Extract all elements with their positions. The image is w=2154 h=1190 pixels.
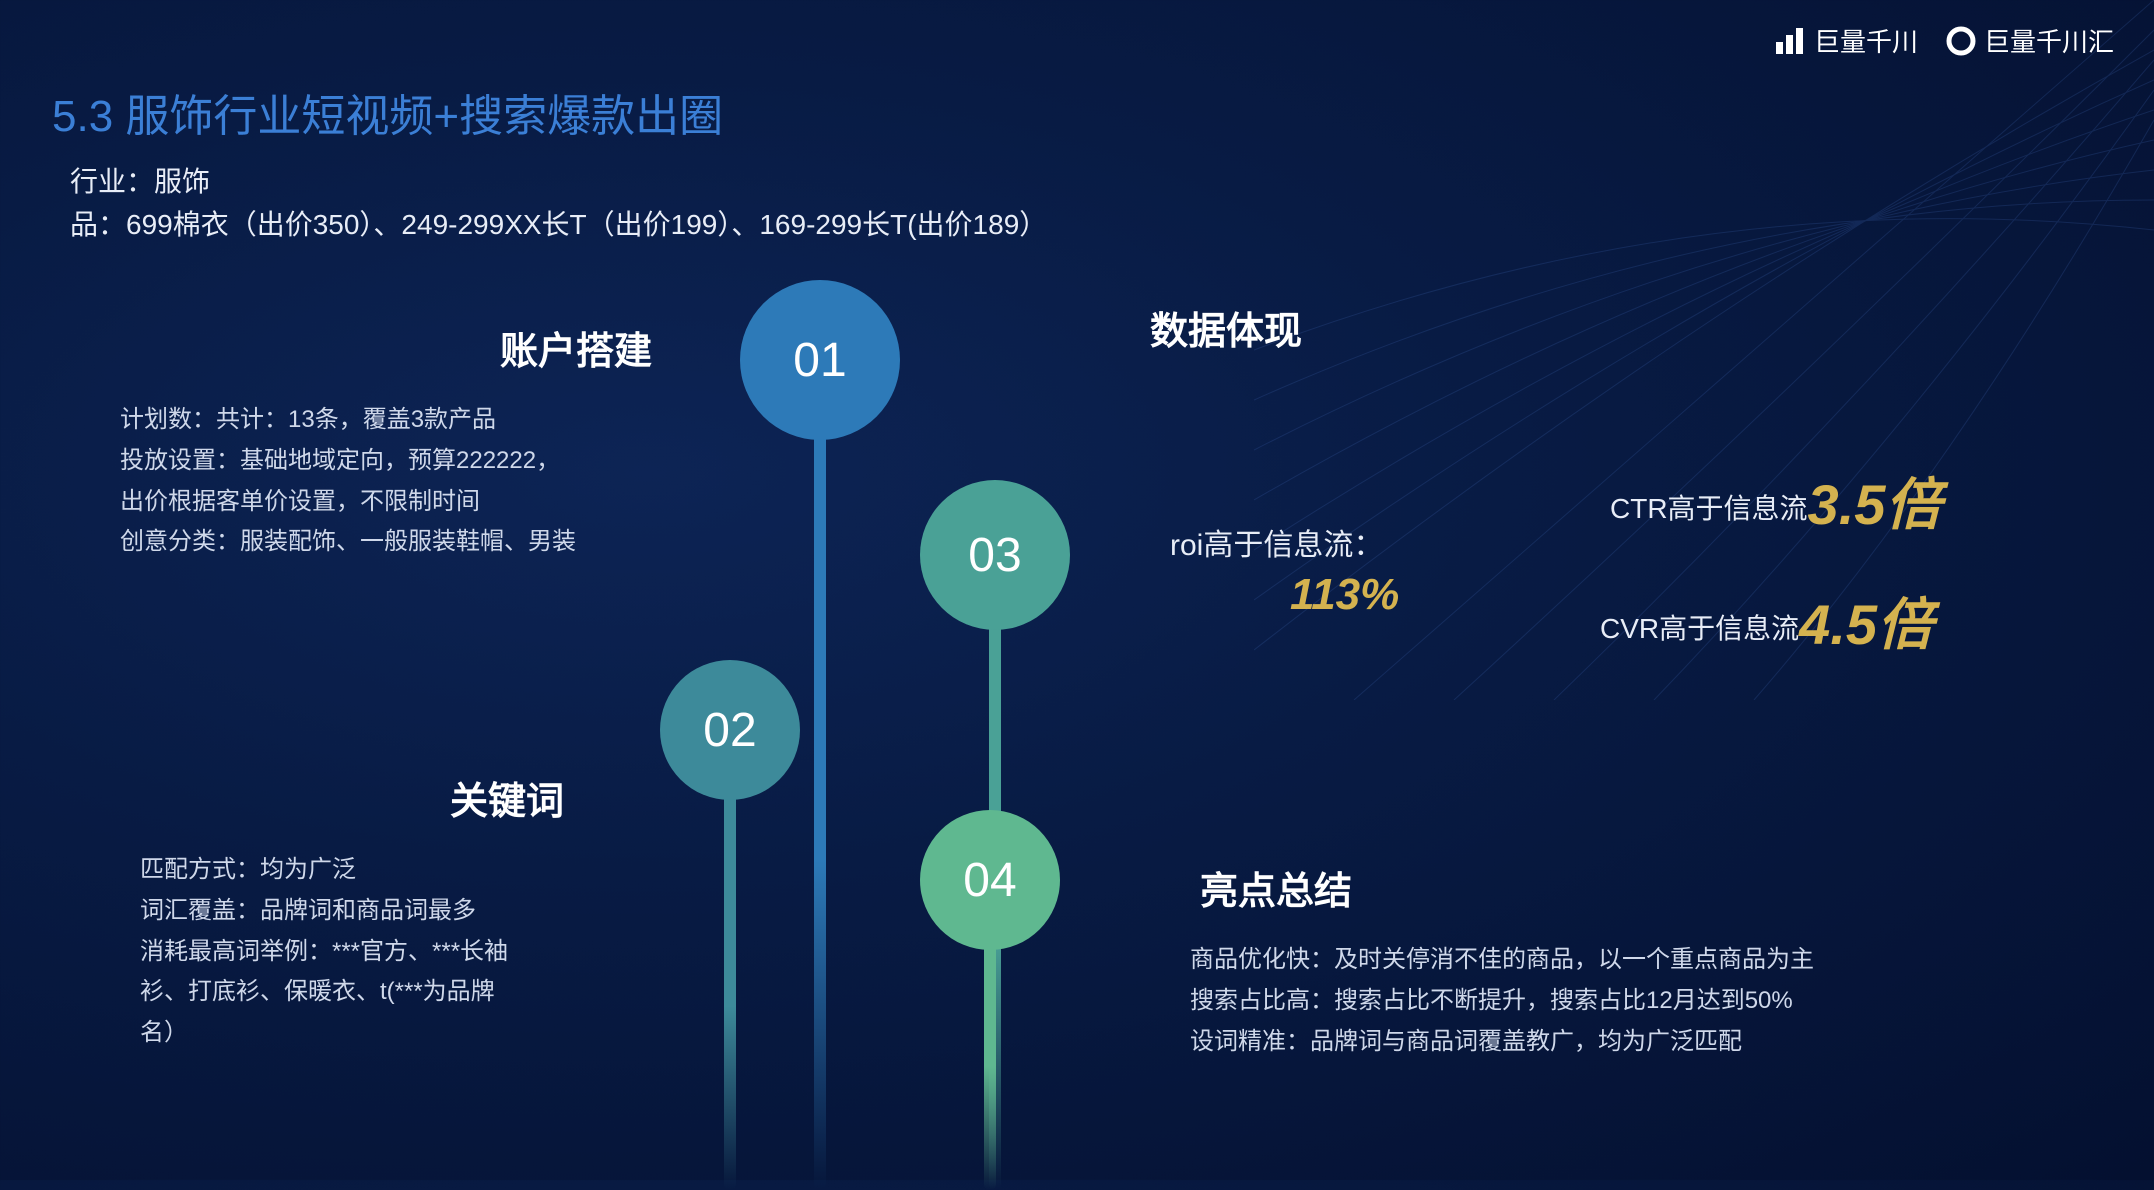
circle-number: 04 <box>963 853 1016 908</box>
cvr-line: CVR高于信息流4.5倍 <box>1600 580 1933 661</box>
body-line: 词汇覆盖：品牌词和商品词最多 <box>140 891 680 932</box>
circle-number: 01 <box>793 333 846 388</box>
circle-03: 03 <box>920 480 1070 630</box>
body-line: 创意分类：服装配饰、一般服装鞋帽、男装 <box>120 522 720 563</box>
cvr-prefix: CVR高于信息流 <box>1600 613 1799 644</box>
circle-number: 02 <box>703 703 756 758</box>
bars-icon <box>1776 28 1806 54</box>
body-02: 匹配方式：均为广泛 词汇覆盖：品牌词和商品词最多 消耗最高词举例：***官方、*… <box>140 850 680 1054</box>
circle-04: 04 <box>920 810 1060 950</box>
circle-number: 03 <box>968 528 1021 583</box>
body-line: 设词精准：品牌词与商品词覆盖教广，均为广泛匹配 <box>1190 1022 2090 1063</box>
roi-label: roi高于信息流： <box>1170 520 1383 564</box>
heading-02: 关键词 <box>450 770 564 825</box>
body-line: 衫、打底衫、保暖衣、t(***为品牌 <box>140 972 680 1013</box>
body-line: 匹配方式：均为广泛 <box>140 850 680 891</box>
ctr-line: CTR高于信息流3.5倍 <box>1610 460 1941 541</box>
circle-02: 02 <box>660 660 800 800</box>
heading-03: 数据体现 <box>1150 300 1302 355</box>
body-line: 出价根据客单价设置，不限制时间 <box>120 482 720 523</box>
logo-text: 巨量千川 <box>1814 22 1918 59</box>
body-line: 消耗最高词举例：***官方、***长袖 <box>140 932 680 973</box>
body-01: 计划数：共计：13条，覆盖3款产品 投放设置：基础地域定向，预算222222， … <box>120 400 720 563</box>
body-line: 名） <box>140 1013 680 1054</box>
subtitle-line: 品：699棉衣（出价350）、249-299XX长T（出价199）、169-29… <box>70 203 1047 246</box>
body-04: 商品优化快：及时关停消不佳的商品，以一个重点商品为主 搜索占比高：搜索占比不断提… <box>1190 940 2090 1062</box>
body-line: 投放设置：基础地域定向，预算222222， <box>120 441 720 482</box>
circle-01: 01 <box>740 280 900 440</box>
logo-text: 巨量千川汇 <box>1984 22 2114 59</box>
ctr-prefix: CTR高于信息流 <box>1610 493 1808 524</box>
stem-01 <box>814 360 826 1190</box>
heading-04: 亮点总结 <box>1200 860 1352 915</box>
body-line: 计划数：共计：13条，覆盖3款产品 <box>120 400 720 441</box>
ctr-value: 3.5倍 <box>1808 473 1942 536</box>
heading-01: 账户搭建 <box>500 320 652 375</box>
page-title: 5.3 服饰行业短视频+搜索爆款出圈 <box>52 80 723 144</box>
subtitle-line: 行业：服饰 <box>70 160 1047 203</box>
body-line: 商品优化快：及时关停消不佳的商品，以一个重点商品为主 <box>1190 940 2090 981</box>
logo-qianchuanhui: 巨量千川汇 <box>1946 22 2114 59</box>
brand-logos: 巨量千川 巨量千川汇 <box>1776 22 2114 59</box>
logo-qianchuan: 巨量千川 <box>1776 22 1918 59</box>
roi-value: 113% <box>1290 570 1399 620</box>
cvr-value: 4.5倍 <box>1799 593 1933 656</box>
body-line: 搜索占比高：搜索占比不断提升，搜索占比12月达到50% <box>1190 981 2090 1022</box>
ring-icon <box>1946 26 1976 56</box>
subtitle-block: 行业：服饰 品：699棉衣（出价350）、249-299XX长T（出价199）、… <box>70 160 1047 247</box>
